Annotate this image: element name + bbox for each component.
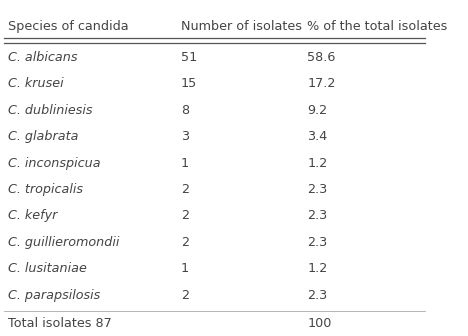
Text: Number of isolates: Number of isolates (181, 20, 302, 33)
Text: 2.3: 2.3 (307, 289, 328, 302)
Text: 2: 2 (181, 209, 189, 222)
Text: C. dubliniesis: C. dubliniesis (8, 104, 93, 117)
Text: 3.4: 3.4 (307, 130, 328, 143)
Text: C. parapsilosis: C. parapsilosis (8, 289, 101, 302)
Text: Species of candida: Species of candida (8, 20, 129, 33)
Text: C. albicans: C. albicans (8, 51, 78, 64)
Text: 2: 2 (181, 289, 189, 302)
Text: 8: 8 (181, 104, 189, 117)
Text: 1: 1 (181, 262, 189, 275)
Text: 2: 2 (181, 236, 189, 249)
Text: C. glabrata: C. glabrata (8, 130, 79, 143)
Text: 2: 2 (181, 183, 189, 196)
Text: 1.2: 1.2 (307, 262, 328, 275)
Text: 17.2: 17.2 (307, 77, 336, 90)
Text: Total isolates 87: Total isolates 87 (8, 317, 112, 330)
Text: 9.2: 9.2 (307, 104, 327, 117)
Text: 51: 51 (181, 51, 197, 64)
Text: 1: 1 (181, 157, 189, 170)
Text: C. lusitaniae: C. lusitaniae (8, 262, 87, 275)
Text: 3: 3 (181, 130, 189, 143)
Text: 2.3: 2.3 (307, 183, 328, 196)
Text: 2.3: 2.3 (307, 209, 328, 222)
Text: C. krusei: C. krusei (8, 77, 64, 90)
Text: 1.2: 1.2 (307, 157, 328, 170)
Text: C. inconspicua: C. inconspicua (8, 157, 101, 170)
Text: 100: 100 (307, 317, 331, 330)
Text: C. tropicalis: C. tropicalis (8, 183, 83, 196)
Text: 58.6: 58.6 (307, 51, 336, 64)
Text: C. guillieromondii: C. guillieromondii (8, 236, 120, 249)
Text: C. kefyr: C. kefyr (8, 209, 58, 222)
Text: 2.3: 2.3 (307, 236, 328, 249)
Text: % of the total isolates: % of the total isolates (307, 20, 447, 33)
Text: 15: 15 (181, 77, 197, 90)
